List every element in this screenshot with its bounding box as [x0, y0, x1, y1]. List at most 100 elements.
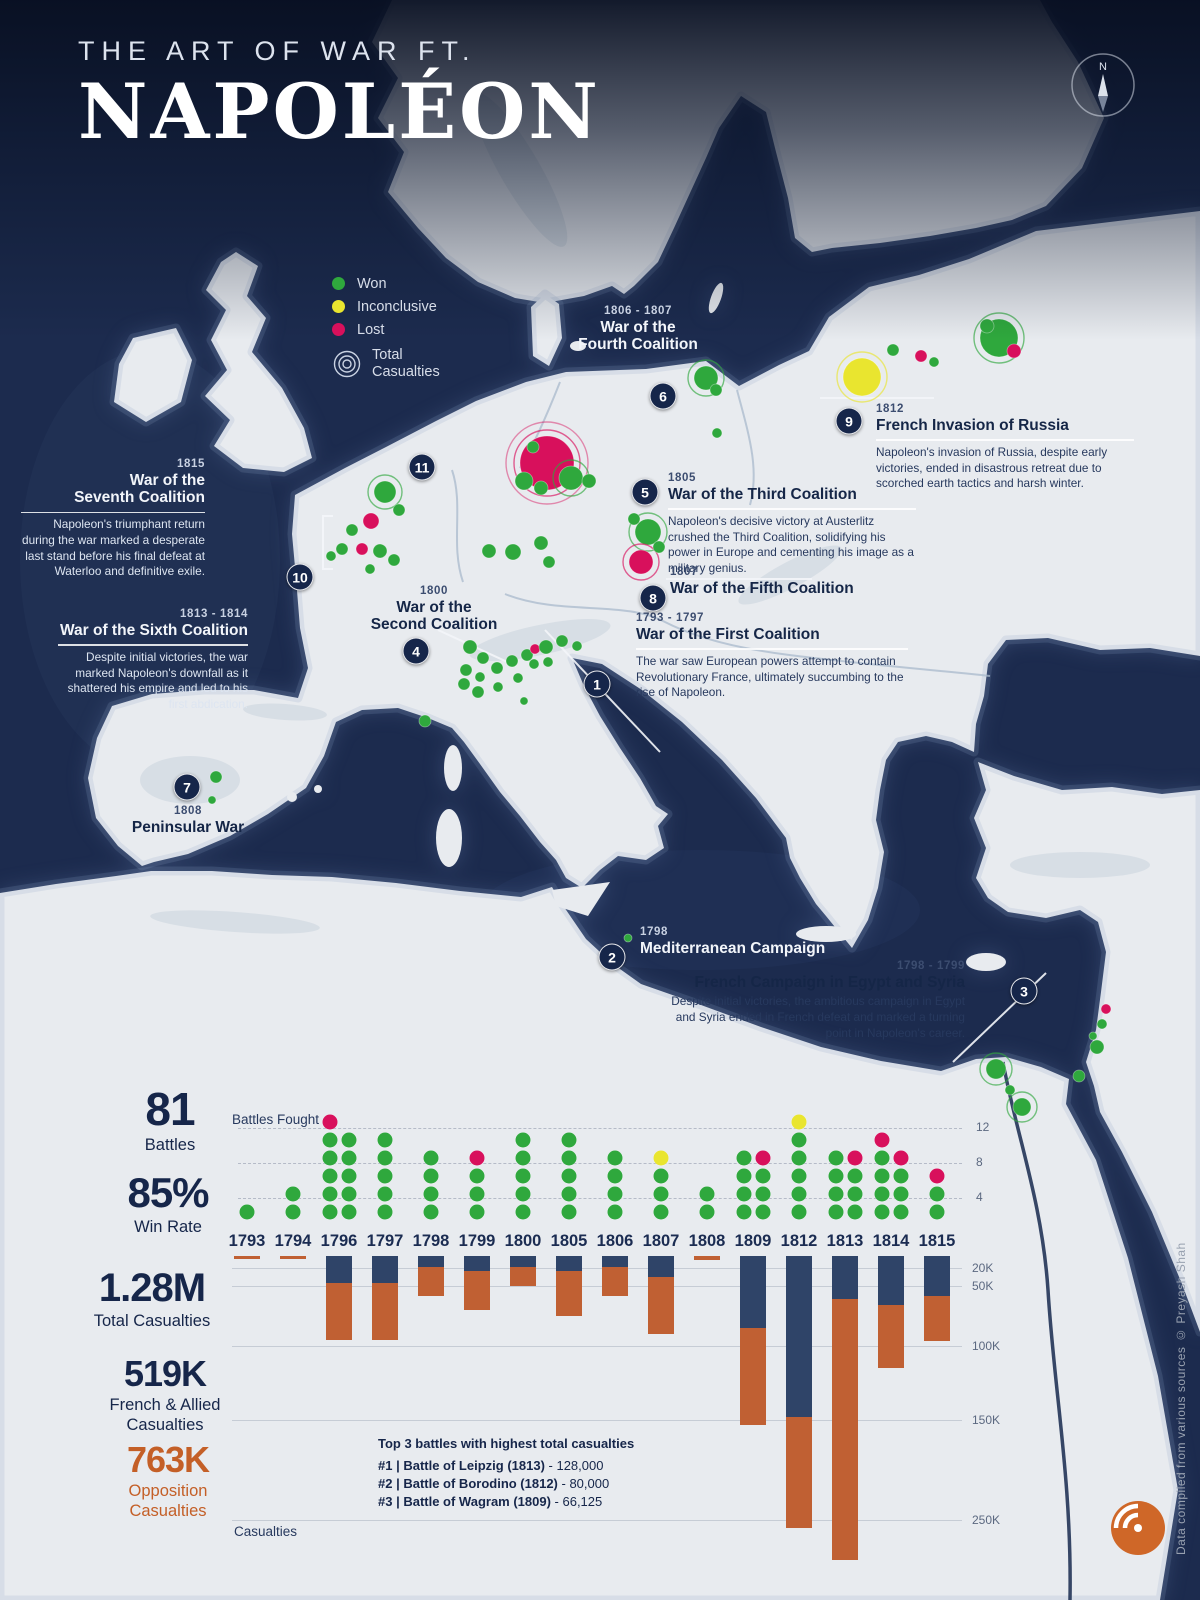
bar-opposition — [234, 1256, 260, 1259]
bar-french-allied — [832, 1256, 858, 1300]
campaign-5: 1805 War of the Third Coalition Napoleon's… — [668, 472, 916, 577]
carpathians-relief — [738, 545, 842, 605]
battle-marker-won — [335, 542, 349, 556]
svg-text:N: N — [1099, 61, 1107, 73]
campaign-rule — [21, 511, 205, 514]
battle-dot-won — [699, 1186, 715, 1202]
campaign-title: War of the Fifth Coalition — [670, 580, 854, 597]
campaign-title: War of the Third Coalition — [668, 486, 857, 503]
battle-marker-won — [526, 440, 540, 454]
casualty-gridline — [232, 1420, 962, 1421]
battle-dot-won — [699, 1204, 715, 1220]
stat-total-casualties: 1.28M Total Casualties — [94, 1268, 210, 1332]
battle-marker-lost — [914, 349, 928, 363]
battle-marker-won — [209, 770, 223, 784]
bar-french-allied — [786, 1256, 812, 1418]
battle-dot-won — [736, 1204, 751, 1220]
legend-label: Lost — [357, 321, 385, 338]
battle-marker-won — [505, 654, 519, 668]
stat-value: 85% — [127, 1169, 209, 1216]
stat-value: 81 — [145, 1083, 195, 1135]
bar-opposition — [878, 1305, 904, 1369]
island-corsica — [444, 745, 462, 791]
campaign-description: Despite initial victories, the war marke… — [67, 649, 248, 711]
battle-marker-won — [1089, 1039, 1105, 1055]
top-battle-casualties: - 66,125 — [550, 1494, 603, 1509]
year-label: 1794 — [274, 1232, 312, 1250]
campaign-description: Despite initial victories, the ambitious… — [671, 994, 965, 1040]
campaign-years: 1800 — [420, 585, 448, 597]
bar-opposition — [924, 1295, 950, 1342]
battle-dot-won — [847, 1168, 862, 1184]
battle-marker-won — [533, 480, 549, 496]
legend-total-casualties: Total Casualties — [332, 347, 440, 380]
island-balearic-3 — [314, 785, 322, 793]
campaign-3: 1798 - 1799 French Campaign in Egypt and … — [665, 960, 965, 1041]
casualty-ring — [622, 543, 660, 581]
campaign-title: French Invasion of Russia — [876, 417, 1069, 434]
battle-marker-won — [538, 639, 554, 655]
battle-marker-won — [492, 681, 504, 693]
battle-marker-won — [514, 471, 534, 491]
battle-marker-won — [623, 933, 633, 943]
concentric-circles-icon — [333, 350, 361, 377]
author-logo — [1111, 1501, 1165, 1555]
battle-dot-won — [322, 1132, 337, 1148]
bar-french-allied — [418, 1256, 444, 1267]
bar-opposition — [694, 1256, 720, 1260]
campaign-rule — [58, 644, 248, 646]
top-battle-name: #1 | Battle of Leipzig (1813) — [378, 1458, 545, 1473]
battle-marker-won — [652, 540, 666, 554]
battle-dot-won — [377, 1132, 393, 1148]
campaign-badge-6: 6 — [649, 382, 677, 410]
battle-dot-won — [828, 1150, 843, 1166]
battle-dot-won — [791, 1186, 807, 1202]
battle-dot-won — [607, 1168, 623, 1184]
island-balearic-2 — [287, 792, 297, 802]
stat-label: Win Rate — [134, 1218, 202, 1236]
bar-opposition — [418, 1266, 444, 1296]
battle-dot-won — [929, 1204, 945, 1220]
battle-marker-won — [528, 658, 540, 670]
bar-french-allied — [464, 1256, 490, 1271]
top-battle-3: #3 | Battle of Wagram (1809) - 66,125 — [378, 1494, 634, 1509]
battle-marker-won — [481, 543, 497, 559]
battle-marker-won — [512, 672, 524, 684]
year-label: 1798 — [412, 1232, 450, 1250]
battle-dot-won — [828, 1186, 843, 1202]
battle-marker-won — [364, 563, 376, 575]
top-battle-1: #1 | Battle of Leipzig (1813) - 128,000 — [378, 1458, 634, 1473]
battle-dot-won — [341, 1204, 356, 1220]
stat-battles: 81 Battles — [145, 1083, 196, 1156]
top-battles-rows: #1 | Battle of Leipzig (1813) - 128,000 #… — [378, 1458, 634, 1509]
year-label: 1815 — [918, 1232, 956, 1250]
battle-dot-won — [322, 1150, 337, 1166]
won-dot — [332, 277, 345, 290]
campaign-title: Peninsular War — [131, 819, 245, 836]
battle-dot-won — [874, 1186, 889, 1202]
battle-dot-lost — [874, 1132, 889, 1148]
dot-axis-tick: 8 — [976, 1155, 983, 1169]
bar-french-allied — [372, 1256, 398, 1283]
battle-marker-lost — [355, 542, 369, 556]
battle-marker-won — [542, 656, 554, 668]
bar-opposition — [326, 1283, 352, 1340]
rivers — [451, 381, 1072, 1600]
top-battle-casualties: - 128,000 — [544, 1458, 604, 1473]
credits: Data compiled from various sources © Pre… — [1174, 1215, 1188, 1555]
bar-french-allied — [648, 1256, 674, 1277]
campaign-1: 1793 - 1797 War of the First Coalition The… — [636, 612, 908, 701]
atlantic-shading — [20, 350, 280, 770]
battle-dot-won — [341, 1186, 356, 1202]
battle-dot-won — [515, 1204, 531, 1220]
bar-french-allied — [510, 1256, 536, 1267]
campaign-rule — [636, 648, 908, 650]
title-kicker: THE ART OF WAR FT. — [78, 36, 477, 66]
battle-marker-won — [555, 634, 569, 648]
battle-marker-won — [520, 648, 534, 662]
pyrenees-relief — [243, 703, 327, 721]
campaign-years: 1813 - 1814 — [180, 608, 248, 620]
casualties-axis-label: Casualties — [234, 1524, 298, 1539]
battle-marker-won — [693, 365, 719, 391]
